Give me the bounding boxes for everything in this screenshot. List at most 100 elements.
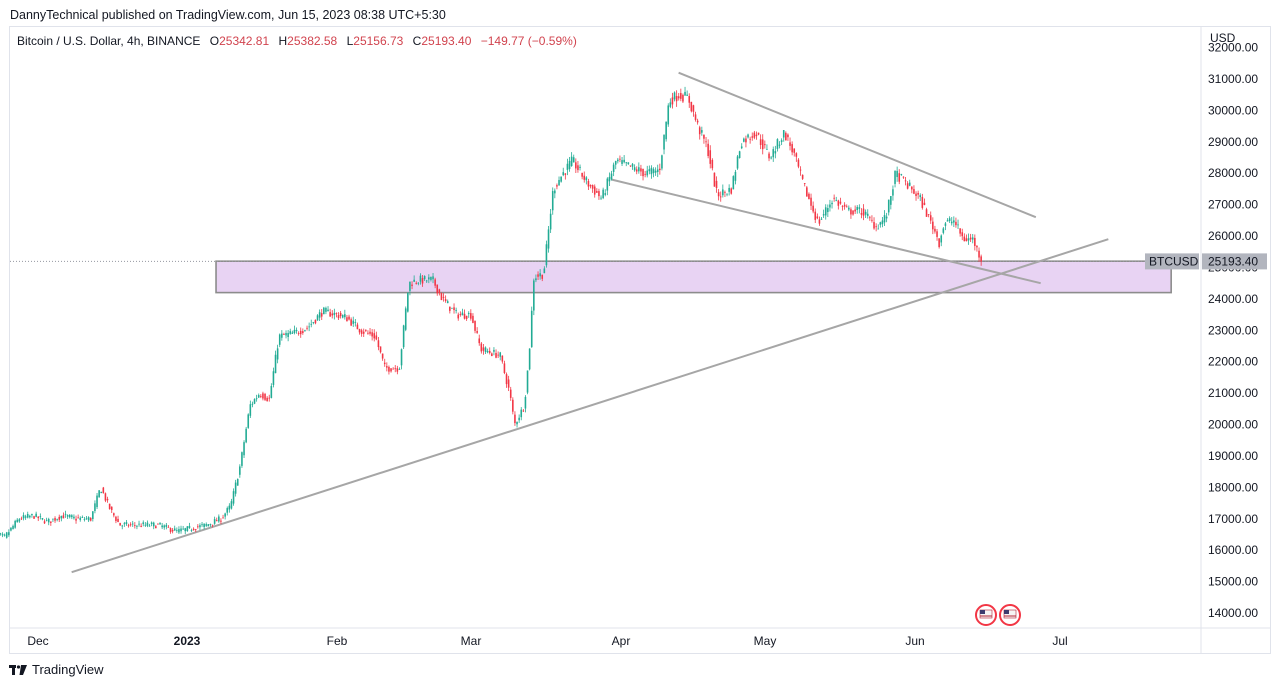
candle — [959, 228, 961, 237]
candle — [402, 324, 405, 349]
candle-body — [306, 327, 308, 329]
candle-body — [117, 518, 119, 522]
candle-body — [201, 524, 203, 526]
candle-body — [640, 168, 642, 172]
candle-body — [766, 148, 768, 150]
candle — [843, 202, 846, 210]
candle — [134, 522, 136, 529]
candle-body — [751, 136, 754, 138]
candle-body — [33, 516, 35, 519]
price-tick-label: 20000.00 — [1208, 418, 1258, 432]
candle-body — [860, 213, 863, 215]
candle-body — [127, 525, 130, 527]
candle — [157, 523, 159, 525]
candle — [180, 525, 182, 534]
candle — [881, 216, 884, 228]
candle-body — [953, 220, 955, 223]
symbol-title[interactable]: Bitcoin / U.S. Dollar, 4h, BINANCE — [17, 34, 201, 48]
candle — [564, 173, 567, 180]
candle-body — [390, 368, 392, 372]
candle-body — [22, 515, 25, 519]
candle-body — [866, 213, 869, 216]
candle — [606, 177, 609, 196]
candle — [950, 217, 953, 226]
candle-body — [864, 211, 867, 215]
candle-body — [879, 222, 882, 225]
candle-body — [96, 495, 98, 508]
candle-body — [373, 333, 376, 339]
candle-body — [381, 353, 384, 359]
candle — [596, 188, 598, 193]
candle-body — [329, 312, 331, 317]
candle — [751, 132, 754, 141]
candle — [591, 184, 594, 193]
candle — [110, 506, 113, 514]
candle — [898, 169, 901, 185]
candle-body — [64, 513, 67, 515]
candle — [663, 134, 665, 155]
candle — [604, 189, 607, 197]
candle — [946, 218, 949, 222]
candle — [440, 292, 443, 301]
candle — [295, 327, 298, 334]
candle-body — [936, 231, 938, 237]
candle-body — [104, 493, 107, 501]
candle — [969, 233, 972, 242]
candle-body — [717, 192, 720, 197]
candle-body — [415, 282, 418, 284]
tradingview-brand[interactable]: TradingView — [9, 662, 104, 677]
candle-body — [753, 132, 756, 138]
candle-body — [87, 517, 90, 521]
candle-body — [707, 143, 709, 157]
candle — [558, 176, 560, 186]
candle — [417, 282, 420, 286]
candle — [904, 177, 907, 186]
candle-body — [369, 331, 371, 334]
candle — [572, 154, 575, 163]
candle-body — [652, 169, 655, 174]
candle — [344, 309, 346, 320]
candle — [381, 353, 384, 361]
candle-body — [411, 284, 413, 286]
candle-body — [318, 312, 321, 318]
candle — [810, 193, 812, 210]
candle-body — [690, 101, 693, 112]
candle — [770, 155, 772, 160]
candle-body — [789, 142, 791, 146]
candle — [266, 396, 268, 402]
candle-body — [251, 403, 254, 405]
candle — [56, 518, 58, 522]
candle-body — [102, 487, 105, 494]
candle-body — [295, 329, 298, 332]
candle — [875, 223, 877, 232]
candle — [698, 125, 701, 140]
candle — [562, 167, 565, 177]
candle-body — [314, 319, 317, 324]
candle-body — [680, 93, 682, 99]
candle-body — [554, 190, 556, 194]
candle — [753, 130, 756, 140]
candle-body — [402, 325, 405, 348]
candle — [761, 134, 764, 155]
candle-body — [621, 160, 623, 164]
candle-body — [98, 490, 100, 498]
candle — [799, 166, 802, 176]
candle-body — [377, 340, 380, 348]
candle — [623, 155, 625, 164]
candle — [646, 165, 649, 178]
time-tick-label: Feb — [327, 634, 348, 648]
candle — [331, 310, 334, 319]
candle-body — [780, 140, 783, 143]
candle-body — [942, 228, 945, 233]
candle — [434, 277, 436, 289]
candle — [516, 421, 518, 428]
price-tag-label: 25193.40 — [1208, 254, 1258, 268]
candle-body — [961, 232, 964, 237]
candle — [465, 315, 468, 321]
candle — [470, 309, 472, 321]
candle — [541, 274, 544, 282]
trendline-lower-wedge — [611, 178, 1041, 285]
candle-body — [115, 516, 117, 521]
candle — [549, 208, 552, 233]
